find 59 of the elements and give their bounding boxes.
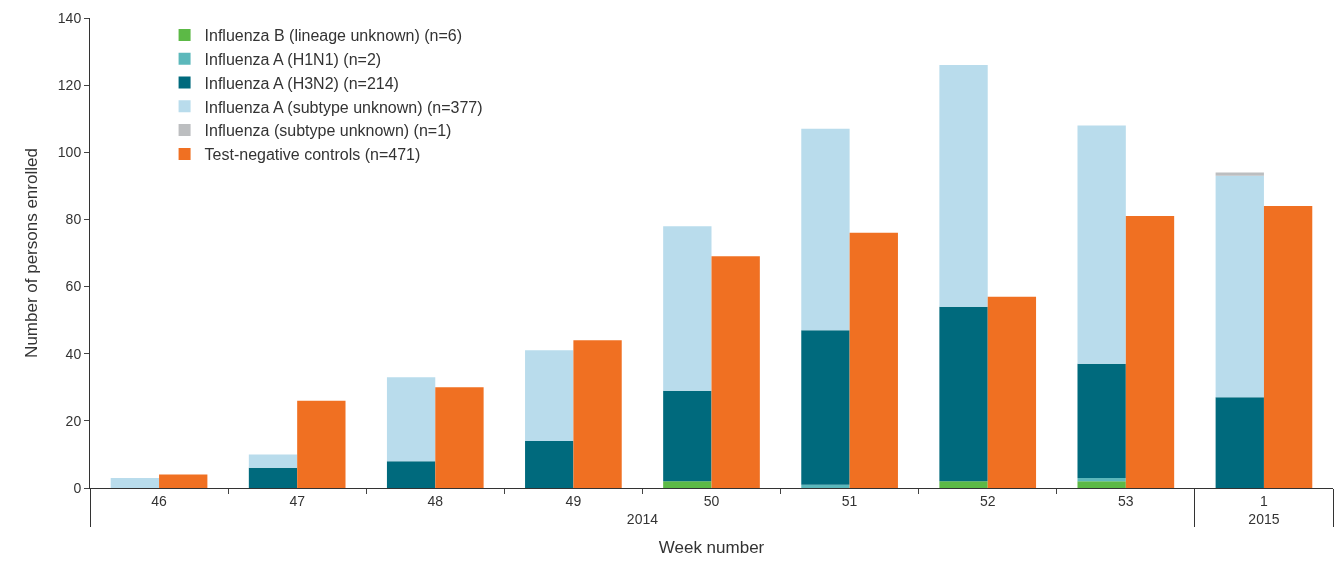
bar	[1215, 397, 1264, 488]
bar	[1263, 206, 1313, 488]
bar	[1125, 216, 1175, 488]
bar	[525, 350, 574, 441]
bar	[1077, 125, 1126, 364]
y-tick-label: 40	[65, 345, 82, 362]
x-tick-label: 49	[565, 492, 582, 509]
x-tick-label: 46	[151, 492, 168, 509]
y-tick-label: 120	[57, 77, 82, 94]
x-tick-label: 52	[979, 492, 996, 509]
bar	[1215, 175, 1264, 398]
legend-label: Influenza A (H3N2) (n=214)	[204, 74, 399, 92]
bar	[1215, 172, 1264, 176]
bar	[939, 481, 988, 488]
legend-label: Influenza (subtype unknown) (n=1)	[204, 122, 452, 140]
x-tick-label: 48	[427, 492, 444, 509]
bar	[1077, 481, 1126, 488]
x-tick-label: 50	[703, 492, 720, 509]
bar	[573, 340, 622, 488]
bar	[663, 390, 712, 482]
bar	[663, 481, 712, 488]
bar	[801, 484, 850, 488]
bar	[159, 474, 208, 488]
y-axis-title: Number of persons enrolled	[22, 148, 42, 358]
bar	[110, 477, 160, 488]
bar	[386, 377, 436, 462]
legend-label: Influenza B (lineage unknown) (n=6)	[204, 27, 463, 45]
bar	[939, 306, 988, 482]
bar	[939, 65, 988, 307]
bar	[663, 226, 712, 391]
x-tick-label: 51	[841, 492, 858, 509]
x-tick-label: 53	[1118, 492, 1134, 509]
bar	[1077, 477, 1126, 482]
y-tick-label: 80	[65, 211, 82, 228]
bar	[711, 256, 760, 488]
text: 2015	[1248, 510, 1280, 527]
x-tick-label: 1	[1260, 492, 1269, 509]
bar	[248, 467, 298, 488]
bar	[297, 400, 346, 488]
bar	[435, 387, 484, 488]
legend-label: Test-negative controls (n=471)	[204, 146, 421, 164]
text: 2014	[626, 510, 659, 527]
y-tick-label: 60	[65, 278, 82, 295]
bar	[525, 441, 574, 488]
y-tick-label: 140	[57, 9, 82, 26]
bar	[801, 128, 850, 331]
bar	[1077, 363, 1126, 478]
bar	[987, 296, 1037, 488]
x-axis-title: Week number	[658, 538, 765, 558]
legend-label: Influenza A (H1N1) (n=2)	[204, 50, 382, 68]
legend-label: Influenza A (subtype unknown) (n=377)	[204, 98, 483, 116]
y-tick-label: 0	[73, 479, 82, 496]
y-tick-label: 100	[57, 144, 82, 161]
bar	[801, 330, 850, 485]
bar	[849, 232, 898, 488]
x-tick-label: 47	[289, 492, 306, 509]
y-tick-label: 20	[65, 412, 82, 429]
bar	[248, 454, 298, 468]
bar	[386, 461, 436, 488]
